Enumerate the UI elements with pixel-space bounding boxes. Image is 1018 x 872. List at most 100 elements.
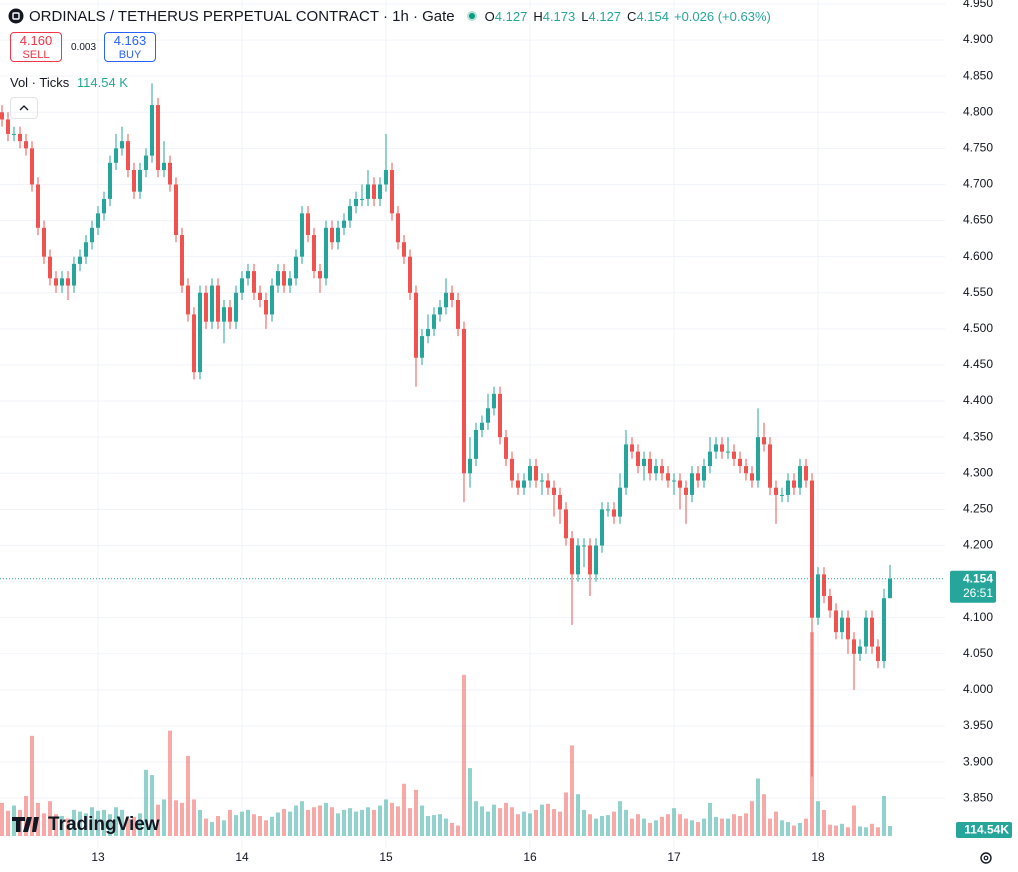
candle-body [341, 220, 346, 228]
volume-bar [869, 823, 874, 836]
candle-body [119, 141, 124, 149]
volume-bar [665, 814, 670, 836]
candle-body [503, 437, 508, 459]
volume-bar [203, 818, 208, 836]
candle-body [461, 328, 466, 474]
y-tick-label: 4.050 [963, 646, 993, 660]
candle-body [449, 292, 454, 300]
candle-body [635, 451, 640, 467]
x-tick-label: 13 [91, 850, 105, 864]
candle-body [317, 271, 322, 279]
candle-body [731, 451, 736, 459]
collapse-button[interactable] [10, 97, 38, 119]
volume-bar [359, 809, 364, 836]
volume-bar [671, 808, 676, 836]
x-tick-label: 15 [379, 850, 393, 864]
gear[interactable] [980, 852, 992, 864]
volume-bar [143, 769, 148, 836]
candle-body [521, 480, 526, 488]
volume-bar [707, 802, 712, 836]
candle-body [101, 198, 106, 214]
candle-body [71, 263, 76, 286]
candle-body [305, 213, 310, 236]
candle-body [5, 119, 10, 134]
candle-body [47, 256, 52, 279]
candle-body [293, 256, 298, 279]
candle-body [155, 105, 160, 171]
buy-price: 4.163 [113, 33, 147, 48]
volume-bar [155, 804, 160, 836]
y-tick-label: 4.650 [963, 213, 993, 227]
l-label: L [581, 8, 589, 24]
candles [0, 83, 892, 777]
volume-bar [383, 799, 388, 836]
volume-bar [527, 813, 532, 836]
candle-body [527, 466, 532, 481]
candle-body [83, 242, 88, 257]
volume-bar [797, 822, 802, 836]
volume-bar [53, 814, 58, 836]
candle-body [491, 393, 496, 409]
volume-title: Vol · Ticks [10, 75, 70, 90]
volume-bar [791, 825, 796, 836]
volume-bar [23, 795, 28, 836]
candle-body [59, 278, 64, 286]
volume-bar [317, 805, 322, 836]
buy-button[interactable]: 4.163 BUY [104, 32, 156, 62]
candle-body [755, 437, 760, 481]
candle-body [581, 545, 586, 547]
volume-bar [185, 755, 190, 836]
volume-bar [467, 768, 472, 836]
volume-bar [377, 805, 382, 836]
volume-bar [77, 811, 82, 836]
y-tick-label: 4.250 [963, 502, 993, 516]
y-tick-label: 4.550 [963, 285, 993, 299]
volume-bar [653, 820, 658, 836]
o-label: O [484, 8, 495, 24]
volume-bar [191, 799, 196, 836]
volume-bar [725, 818, 730, 836]
volume-bar [29, 735, 34, 836]
volume-bar [485, 811, 490, 836]
candle-body [185, 285, 190, 315]
volume-bar [179, 802, 184, 836]
y-tick-label: 3.950 [963, 718, 993, 732]
candle-body [851, 639, 856, 654]
candle-body [125, 141, 130, 171]
volume-bar [305, 809, 310, 836]
candle-body [17, 133, 22, 142]
candle-body [863, 617, 868, 647]
volume-bar [641, 818, 646, 836]
y-tick-label: 4.200 [963, 538, 993, 552]
candle-body [713, 444, 718, 452]
candle-body [365, 184, 370, 199]
candle-body [401, 242, 406, 257]
candle-body [335, 227, 340, 243]
volume-bar [431, 815, 436, 836]
y-tick-label: 3.850 [963, 790, 993, 804]
candle-body [149, 105, 154, 156]
settings-icon[interactable] [980, 852, 992, 864]
volume-bar [95, 810, 100, 836]
candle-body [389, 170, 394, 214]
volume-bar [59, 815, 64, 836]
volume-bar [269, 816, 274, 836]
logo-text: TradingView [48, 814, 160, 835]
candle-body [353, 198, 358, 207]
candle-body [35, 184, 40, 228]
volume-bar [761, 794, 766, 836]
sell-button[interactable]: 4.160 SELL [10, 32, 62, 62]
volume-bar [197, 809, 202, 836]
volume-bar [689, 820, 694, 836]
volume-bar [455, 825, 460, 836]
candle-body [347, 206, 352, 221]
candle-body [887, 578, 892, 599]
volume-bar [329, 807, 334, 836]
candle-body [563, 509, 568, 539]
candle-body [473, 429, 478, 459]
candle-body [437, 307, 442, 315]
volume-bar [257, 815, 262, 836]
volume-bar [275, 812, 280, 836]
candle-body [827, 596, 832, 611]
x-tick-label: 18 [811, 850, 825, 864]
